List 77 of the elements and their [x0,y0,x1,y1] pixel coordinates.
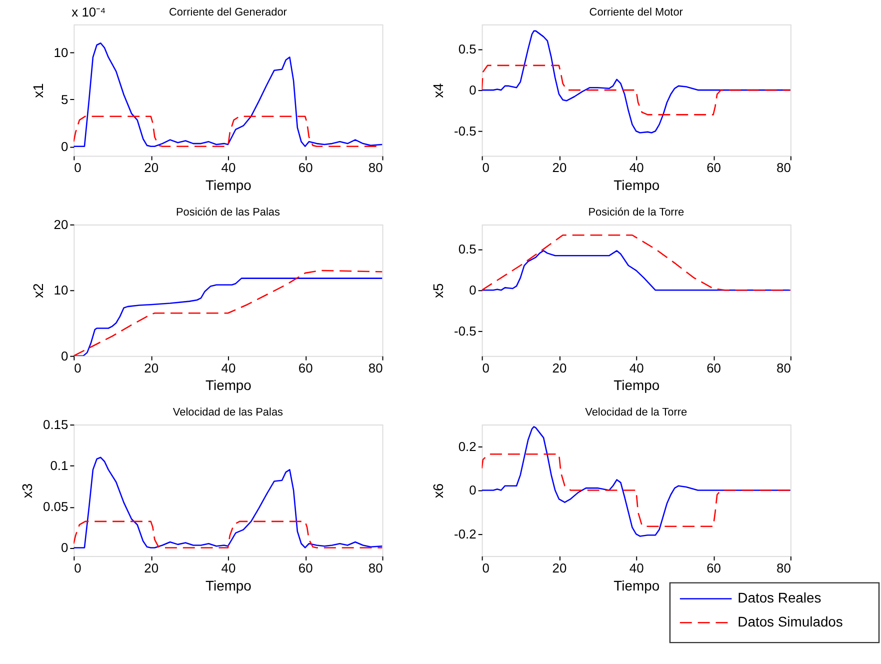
x-tick-label: 0 [482,160,490,176]
x-tick-label: 0 [482,560,490,576]
y-axis-title: x4 [430,82,446,98]
x-tick-label: 40 [221,560,236,576]
y-tick-label: 20 [54,216,68,232]
chart-title: Velocidad de las Palas [172,406,284,419]
x-axis-title: Tiempo [206,577,252,594]
y-axis-title: x2 [30,283,46,298]
x-axis-title: Tiempo [614,577,660,594]
y-tick-label: 0.5 [458,41,476,56]
x-axis-title: Tiempo [614,177,660,194]
y-tick-label: 10 [54,44,68,60]
y-tick-label: 10 [54,282,68,298]
line-series [482,453,790,528]
x-tick-label: 0 [482,360,490,376]
x-tick-label: 20 [144,160,159,176]
x-tick-label: 80 [776,160,791,176]
y-axis-title: x5 [430,283,446,298]
y-axis-title: x6 [430,483,446,498]
x-tick-label: 60 [298,160,313,176]
x-tick-label: 80 [368,160,383,176]
y-tick-label: 0.2 [458,438,476,454]
x-tick-label: 40 [629,160,644,176]
x-tick-label: 20 [552,360,567,376]
x-tick-label: 80 [368,560,383,576]
x-tick-label: 80 [776,360,791,376]
y-tick-label: 0 [60,138,68,154]
x-tick-label: 20 [144,360,159,376]
x-tick-label: 0 [74,360,82,376]
x-tick-label: 80 [776,560,791,576]
legend-label: Datos Simulados [738,614,843,630]
y-tick-label: -0.5 [454,324,476,339]
y-axis-title: x3 [19,483,36,498]
y-tick-label: 0 [60,540,68,556]
x-tick-label: 60 [298,560,313,576]
chart-title: Velocidad de la Torre [585,406,688,419]
y-tick-label: 0.1 [50,458,68,474]
y-tick-label: 5 [60,92,68,107]
text: x 10⁻⁴ [72,4,106,20]
line-series [74,42,382,148]
line-series [482,234,790,291]
x-tick-label: 40 [629,560,644,576]
chart-title: Posición de las Palas [176,206,280,218]
x-tick-label: 0 [74,160,82,176]
line-series [482,64,790,116]
y-axis-title: x1 [30,82,46,98]
x-tick-label: 60 [298,360,313,376]
x-axis-title: Tiempo [206,177,252,194]
x-tick-label: 40 [221,360,236,376]
y-tick-label: 0 [60,348,68,364]
x-axis-title: Tiempo [614,377,660,394]
chart-title: Corriente del Motor [589,6,684,18]
x-axis-title: Tiempo [206,377,252,394]
y-tick-label: 0.15 [43,417,68,432]
x-tick-label: 0 [74,560,82,576]
line-series [74,520,382,548]
line-series [482,250,790,291]
x-tick-label: 60 [706,560,721,576]
legend-label: Datos Reales [738,590,822,606]
x-tick-label: 20 [552,160,567,176]
y-tick-label: 0 [469,282,476,298]
x-tick-label: 60 [706,360,721,376]
x-tick-label: 20 [144,560,159,576]
y-tick-label: -0.5 [454,124,476,139]
y-tick-label: -0.2 [454,526,476,542]
x-tick-label: 20 [552,560,567,576]
y-tick-label: 0 [469,482,476,498]
x-tick-label: 40 [629,360,644,376]
y-tick-label: 0.05 [43,499,68,514]
y-tick-label: 0 [469,82,476,98]
y-tick-label: 0.5 [458,242,476,257]
chart-title: Corriente del Generador [168,6,288,18]
x-tick-label: 60 [706,160,721,176]
x-tick-label: 40 [221,160,236,176]
line-series [74,456,382,548]
chart-title: Posición de la Torre [588,206,684,218]
x-tick-label: 80 [368,360,383,376]
